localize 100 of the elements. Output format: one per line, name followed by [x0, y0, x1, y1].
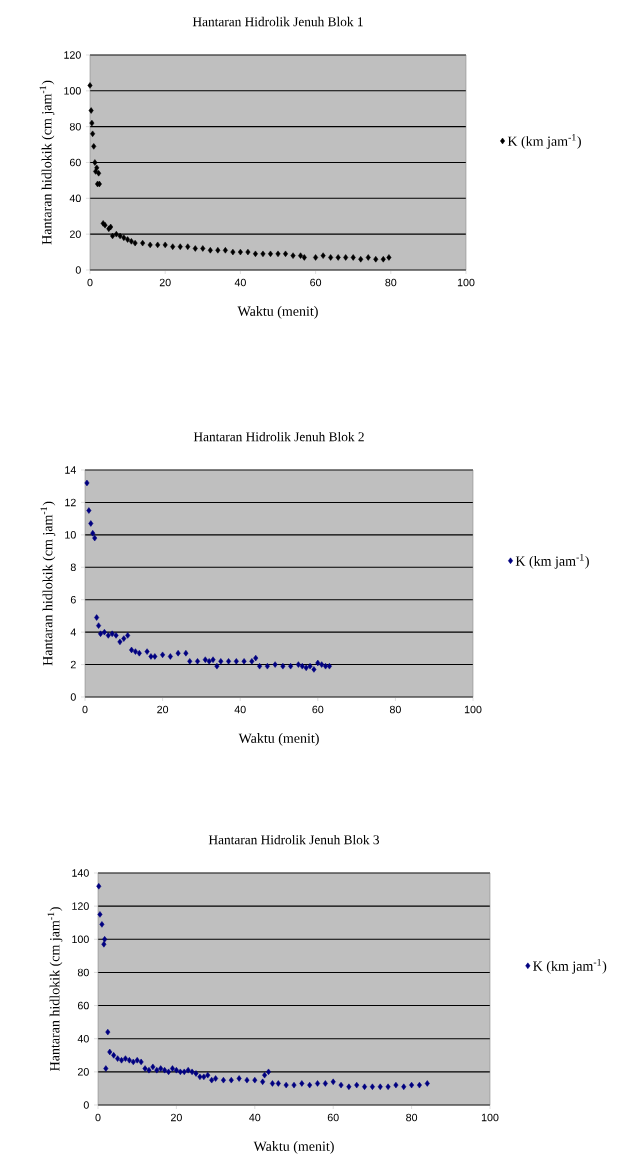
point: [230, 248, 236, 256]
point: [128, 238, 134, 245]
point: [132, 648, 138, 655]
point: [113, 632, 119, 639]
point: [187, 658, 193, 665]
point: [233, 658, 239, 665]
point: [167, 653, 173, 660]
point: [92, 534, 98, 542]
point: [89, 119, 95, 127]
point: [144, 648, 150, 655]
y-tick-label: 120: [64, 51, 81, 59]
point: [373, 256, 379, 263]
point: [303, 664, 309, 672]
point: [101, 628, 107, 636]
point: [380, 256, 386, 263]
x-tick-label: 20: [171, 1113, 182, 1122]
point: [343, 254, 349, 261]
point: [245, 248, 251, 256]
legend-label: K (km jam$^{-1}$): [533, 958, 607, 974]
point: [125, 632, 131, 639]
chart-title: Hantaran Hidrolik Jenuh Blok 1: [192, 16, 363, 27]
point: [155, 241, 161, 249]
point: [307, 662, 313, 670]
point: [215, 247, 221, 254]
point: [207, 247, 213, 254]
point: [206, 658, 212, 665]
point: [88, 107, 94, 114]
point: [90, 130, 96, 138]
point: [84, 479, 90, 487]
legend-label: K (km jam$^{-1}$): [515, 553, 589, 569]
x-tick-label: 40: [234, 278, 246, 287]
x-tick-label: 60: [310, 278, 322, 287]
point: [202, 656, 208, 663]
point: [328, 254, 334, 261]
point: [192, 245, 198, 252]
point: [210, 656, 216, 663]
point: [252, 250, 258, 258]
y-tick-label: 100: [64, 87, 81, 95]
point: [195, 658, 200, 665]
x-tick-label: 80: [406, 1113, 418, 1122]
point: [249, 658, 255, 665]
point: [110, 232, 116, 240]
point: [264, 662, 270, 670]
y-tick-label: 2: [70, 660, 76, 669]
y-axis-title: Hantaran hidlokik (cm jam$^{-1}$): [40, 501, 56, 666]
point: [185, 243, 191, 250]
point: [253, 654, 259, 662]
point: [218, 658, 224, 665]
point: [326, 662, 332, 670]
point: [241, 658, 247, 665]
y-tick-label: 20: [77, 1068, 89, 1076]
point: [177, 243, 183, 250]
point: [299, 662, 305, 670]
point: [92, 159, 98, 166]
legend-label: K (km jam$^{-1}$): [507, 134, 581, 149]
point: [386, 254, 392, 261]
y-tick-label: 40: [77, 1034, 89, 1043]
point: [162, 241, 168, 249]
point: [117, 232, 123, 240]
point: [86, 507, 92, 514]
y-tick-label: 8: [70, 563, 76, 572]
point: [109, 630, 115, 637]
point: [222, 247, 228, 254]
point: [214, 662, 220, 670]
x-tick-label: 80: [385, 278, 397, 287]
point: [121, 635, 127, 642]
y-tick-label: 6: [70, 595, 76, 604]
point: [152, 653, 158, 660]
point: [90, 530, 96, 537]
point: [272, 661, 278, 668]
y-tick-label: 60: [69, 158, 81, 167]
point: [113, 230, 119, 238]
point: [132, 239, 138, 247]
point: [319, 661, 325, 668]
chart-title: Hantaran Hidrolik Jenuh Blok 3: [208, 834, 380, 845]
x-tick-label: 20: [157, 705, 169, 714]
y-tick-label: 10: [65, 531, 76, 539]
x-axis-title: Waktu (menit): [253, 1141, 334, 1154]
x-tick-label: 0: [95, 1113, 101, 1122]
x-tick-label: 100: [457, 278, 475, 287]
point: [98, 630, 103, 637]
y-tick-label: 80: [77, 968, 89, 977]
x-tick-label: 100: [464, 705, 482, 714]
x-tick-label: 80: [389, 705, 401, 714]
point: [257, 662, 263, 670]
point: [350, 254, 356, 261]
y-tick-label: 40: [69, 194, 81, 203]
x-tick-label: 40: [249, 1113, 261, 1122]
y-tick-label: 0: [70, 693, 76, 701]
point: [295, 661, 301, 668]
point: [260, 250, 266, 258]
y-tick-label: 100: [72, 935, 89, 944]
point: [87, 82, 93, 89]
point: [275, 250, 281, 258]
point: [175, 650, 181, 657]
point: [170, 243, 176, 250]
point: [311, 666, 317, 673]
point: [160, 651, 166, 659]
point: [237, 248, 243, 256]
point: [315, 659, 321, 667]
